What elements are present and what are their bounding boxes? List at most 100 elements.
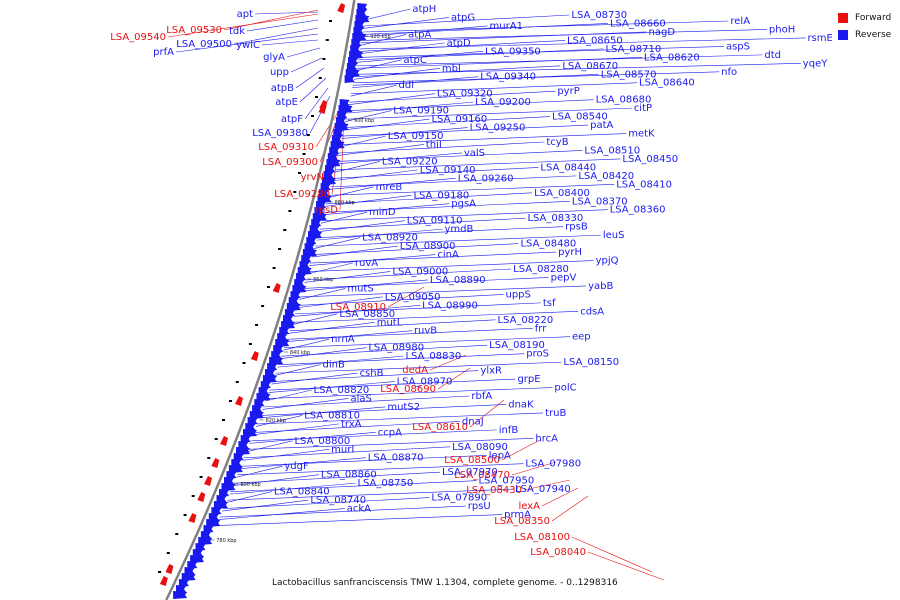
gene-label-reverse: nrnA xyxy=(331,334,355,345)
gene-label-reverse: LSA_08420 xyxy=(578,171,634,182)
gene-label-reverse-leader xyxy=(323,200,570,213)
reverse-gene-block xyxy=(228,465,243,473)
gene-label-forward: LSA_09540 xyxy=(110,32,166,43)
reverse-gene-block xyxy=(203,525,214,533)
gene-label-reverse: LSA_09110 xyxy=(407,216,463,227)
gene-label-reverse-leader xyxy=(286,327,533,340)
gene-label-reverse-leader xyxy=(304,271,391,283)
gene-label-reverse: cshB xyxy=(360,368,384,379)
gene-label-reverse-leader xyxy=(260,404,507,416)
gene-label-reverse-leader xyxy=(299,77,327,103)
gene-label-reverse: LSA_08540 xyxy=(552,112,608,123)
reverse-gene-block xyxy=(284,309,295,317)
reverse-gene-block xyxy=(338,105,353,113)
reverse-gene-block xyxy=(184,567,195,575)
gene-label-reverse-leader xyxy=(290,57,323,73)
gc-mark xyxy=(315,96,318,98)
gene-label-reverse-leader xyxy=(291,313,338,326)
gene-label-reverse-leader xyxy=(331,169,418,182)
gene-label-reverse-leader xyxy=(283,336,570,349)
gene-label-reverse: nfo xyxy=(721,67,737,78)
gene-label-reverse: LSA_09320 xyxy=(437,89,493,100)
gene-label-reverse-leader xyxy=(330,175,577,188)
map-caption: Lactobacillus sanfranciscensis TMW 1.130… xyxy=(272,578,618,588)
gc-mark xyxy=(298,172,301,174)
gene-label-reverse: LSA_08990 xyxy=(422,300,478,311)
gene-label-reverse-leader xyxy=(262,398,349,410)
gene-label-reverse: LSA_08660 xyxy=(610,18,666,29)
gene-label-reverse: leuS xyxy=(603,230,625,241)
gene-label-reverse: LSA_08510 xyxy=(584,145,640,156)
gene-label-reverse-leader xyxy=(237,463,524,476)
reverse-gene-block xyxy=(349,51,364,59)
gene-label-reverse: dnaJ xyxy=(462,416,484,427)
reverse-gene-block xyxy=(216,495,227,503)
gene-label-forward: LSA_09310 xyxy=(258,142,314,153)
gene-features xyxy=(158,3,370,599)
reverse-gene-block xyxy=(192,549,203,557)
gene-label-reverse: murA1 xyxy=(490,21,523,32)
gene-label-reverse-leader xyxy=(352,73,599,86)
reverse-gene-block xyxy=(339,99,350,107)
gene-label-reverse-leader xyxy=(359,37,806,50)
gene-label-reverse: ackA xyxy=(347,504,371,515)
reverse-gene-block xyxy=(190,555,205,563)
gene-label-reverse-leader xyxy=(243,448,330,461)
reverse-gene-block xyxy=(335,117,346,125)
gc-mark xyxy=(183,514,187,516)
gene-label-reverse: ymdB xyxy=(444,224,473,235)
legend: Forward Reverse xyxy=(838,9,891,43)
gene-label-forward: LSA_08430 xyxy=(466,485,522,496)
gene-label-reverse: atpF xyxy=(281,114,303,125)
gene-label-forward: LSA_08100 xyxy=(514,532,570,543)
legend-forward-swatch xyxy=(838,12,848,23)
gene-label-reverse-leader xyxy=(319,217,526,230)
reverse-gene-block xyxy=(329,147,340,155)
gene-label-reverse: ccpA xyxy=(378,427,402,438)
gene-label-reverse: proS xyxy=(526,349,549,360)
gene-label-reverse: mutL xyxy=(377,317,403,328)
gene-label-reverse-leader xyxy=(321,209,608,222)
gene-label-reverse: infB xyxy=(499,425,519,436)
gene-label-reverse-leader xyxy=(363,14,570,27)
gene-label-reverse: LSA_08330 xyxy=(527,213,583,224)
gene-label-reverse: frr xyxy=(535,323,547,334)
gene-label-reverse: LSA_08190 xyxy=(489,340,545,351)
gene-label-reverse-leader xyxy=(233,27,319,45)
gene-label-reverse: mutS2 xyxy=(387,402,420,413)
gc-mark xyxy=(191,495,195,497)
gene-label-reverse-leader xyxy=(357,46,724,58)
reverse-gene-block xyxy=(297,267,312,275)
gene-label-reverse-leader xyxy=(338,141,545,154)
reverse-gene-block xyxy=(357,3,368,11)
forward-gene-block xyxy=(204,476,212,486)
gene-label-reverse: nagD xyxy=(649,27,676,38)
gene-label-reverse: patA xyxy=(590,120,613,131)
gene-label-reverse-leader xyxy=(246,19,319,32)
reverse-gene-block xyxy=(178,579,189,587)
reverse-gene-block xyxy=(346,63,357,71)
gene-label-reverse: minD xyxy=(369,207,396,218)
gene-label-reverse: ylxR xyxy=(480,366,502,377)
reverse-gene-block xyxy=(325,165,335,173)
gene-label-reverse-leader xyxy=(252,423,340,436)
gc-mark xyxy=(158,571,162,573)
reverse-gene-block xyxy=(351,39,362,47)
gene-label-reverse: citP xyxy=(634,103,652,114)
gene-label-reverse-leader xyxy=(265,389,312,402)
reverse-gene-block xyxy=(226,471,237,479)
gene-label-reverse: ruvA xyxy=(355,258,378,269)
gc-mark xyxy=(242,362,246,364)
gene-label-forward: LSA_08040 xyxy=(530,547,586,558)
gene-label-reverse: tdk xyxy=(229,26,245,37)
gc-mark xyxy=(255,324,259,326)
gene-label-reverse: mbl xyxy=(442,63,461,74)
gene-label-reverse: polC xyxy=(554,383,576,394)
gene-label-reverse: cdsA xyxy=(580,306,604,317)
position-tick-label: 800 kbp xyxy=(240,482,260,488)
gene-label-reverse: LSA_08640 xyxy=(639,78,695,89)
reverse-gene-block xyxy=(353,27,364,35)
gc-mark xyxy=(175,533,179,535)
gene-label-reverse-leader xyxy=(256,415,303,427)
gene-label-forward: LSA_08690 xyxy=(380,384,436,395)
